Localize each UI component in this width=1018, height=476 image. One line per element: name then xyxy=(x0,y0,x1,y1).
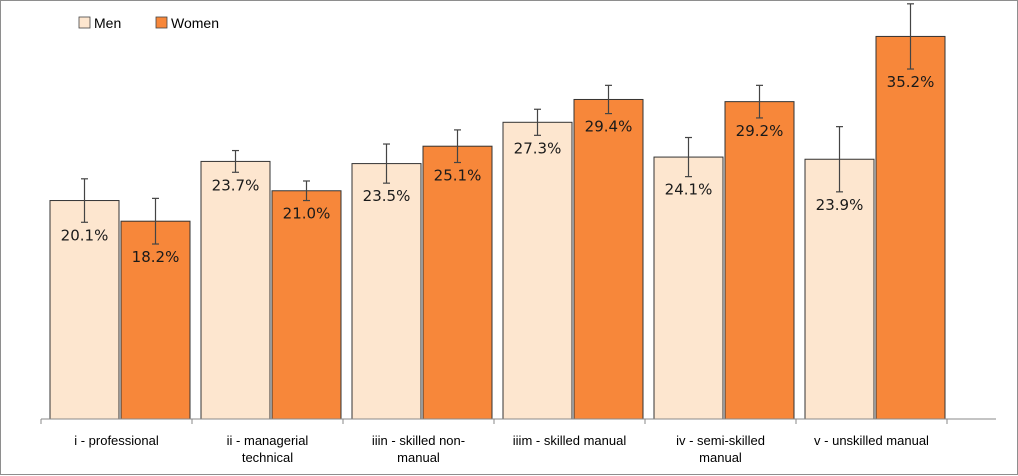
error-bar-women-5 xyxy=(907,3,914,70)
data-label-men-1: 23.7% xyxy=(212,176,260,194)
bar-men-1 xyxy=(200,160,271,420)
error-bar-men-3 xyxy=(534,108,541,136)
x-tick-label-3: iiim - skilled manual xyxy=(513,433,627,448)
data-label-women-1: 21.0% xyxy=(283,205,331,223)
bar-men-3 xyxy=(502,121,573,420)
error-bar-men-4 xyxy=(685,136,692,178)
bar-men-5 xyxy=(804,158,875,420)
bar-women-5 xyxy=(875,35,946,420)
data-label-men-3: 27.3% xyxy=(514,139,562,157)
x-tick-labels: i - professional ii - managerial technical… xyxy=(40,419,948,465)
error-bar-women-0 xyxy=(152,197,159,245)
x-tick-label-4: iv - semi-skilled manual xyxy=(676,433,765,465)
legend: Men Women xyxy=(78,15,219,31)
bar-women-1 xyxy=(271,190,342,420)
error-bar-men-1 xyxy=(232,149,239,173)
plot-area: 20.1% 23.7% 23.5% 27.3% 24.1% 23.9% 18.2% 21.0%… xyxy=(49,3,946,420)
x-tick-label-5: v - unskilled manual xyxy=(814,433,929,448)
data-label-men-4: 24.1% xyxy=(665,181,713,199)
x-tick-label-1: ii - managerial technical xyxy=(227,433,309,465)
data-label-women-3: 29.4% xyxy=(585,118,633,136)
data-label-women-5: 35.2% xyxy=(887,73,935,91)
data-label-men-5: 23.9% xyxy=(816,196,864,214)
error-bar-men-0 xyxy=(81,178,88,223)
data-label-men-2: 23.5% xyxy=(363,187,411,205)
legend-label-men: Men xyxy=(94,15,121,31)
bar-men-2 xyxy=(351,163,422,420)
error-bar-men-2 xyxy=(383,143,390,184)
bar-women-3 xyxy=(573,98,644,420)
data-label-men-0: 20.1% xyxy=(61,226,109,244)
bar-women-2 xyxy=(422,145,493,420)
x-tick-label-0: i - professional xyxy=(74,433,159,448)
error-bar-men-5 xyxy=(836,126,843,193)
error-bar-women-4 xyxy=(756,84,763,119)
bar-women-0 xyxy=(120,220,191,420)
data-label-women-2: 25.1% xyxy=(434,167,482,185)
bar-men-0 xyxy=(49,200,120,420)
error-bar-women-3 xyxy=(605,84,612,115)
bar-women-4 xyxy=(724,101,795,420)
x-tick-label-2: iiin - skilled non-manual xyxy=(372,433,465,465)
data-label-women-4: 29.2% xyxy=(736,122,784,140)
legend-swatch-women xyxy=(155,16,168,29)
error-bar-women-2 xyxy=(454,129,461,164)
legend-label-women: Women xyxy=(171,15,219,31)
data-label-women-0: 18.2% xyxy=(132,248,180,266)
error-bar-women-1 xyxy=(303,180,310,202)
legend-swatch-men xyxy=(78,16,91,29)
